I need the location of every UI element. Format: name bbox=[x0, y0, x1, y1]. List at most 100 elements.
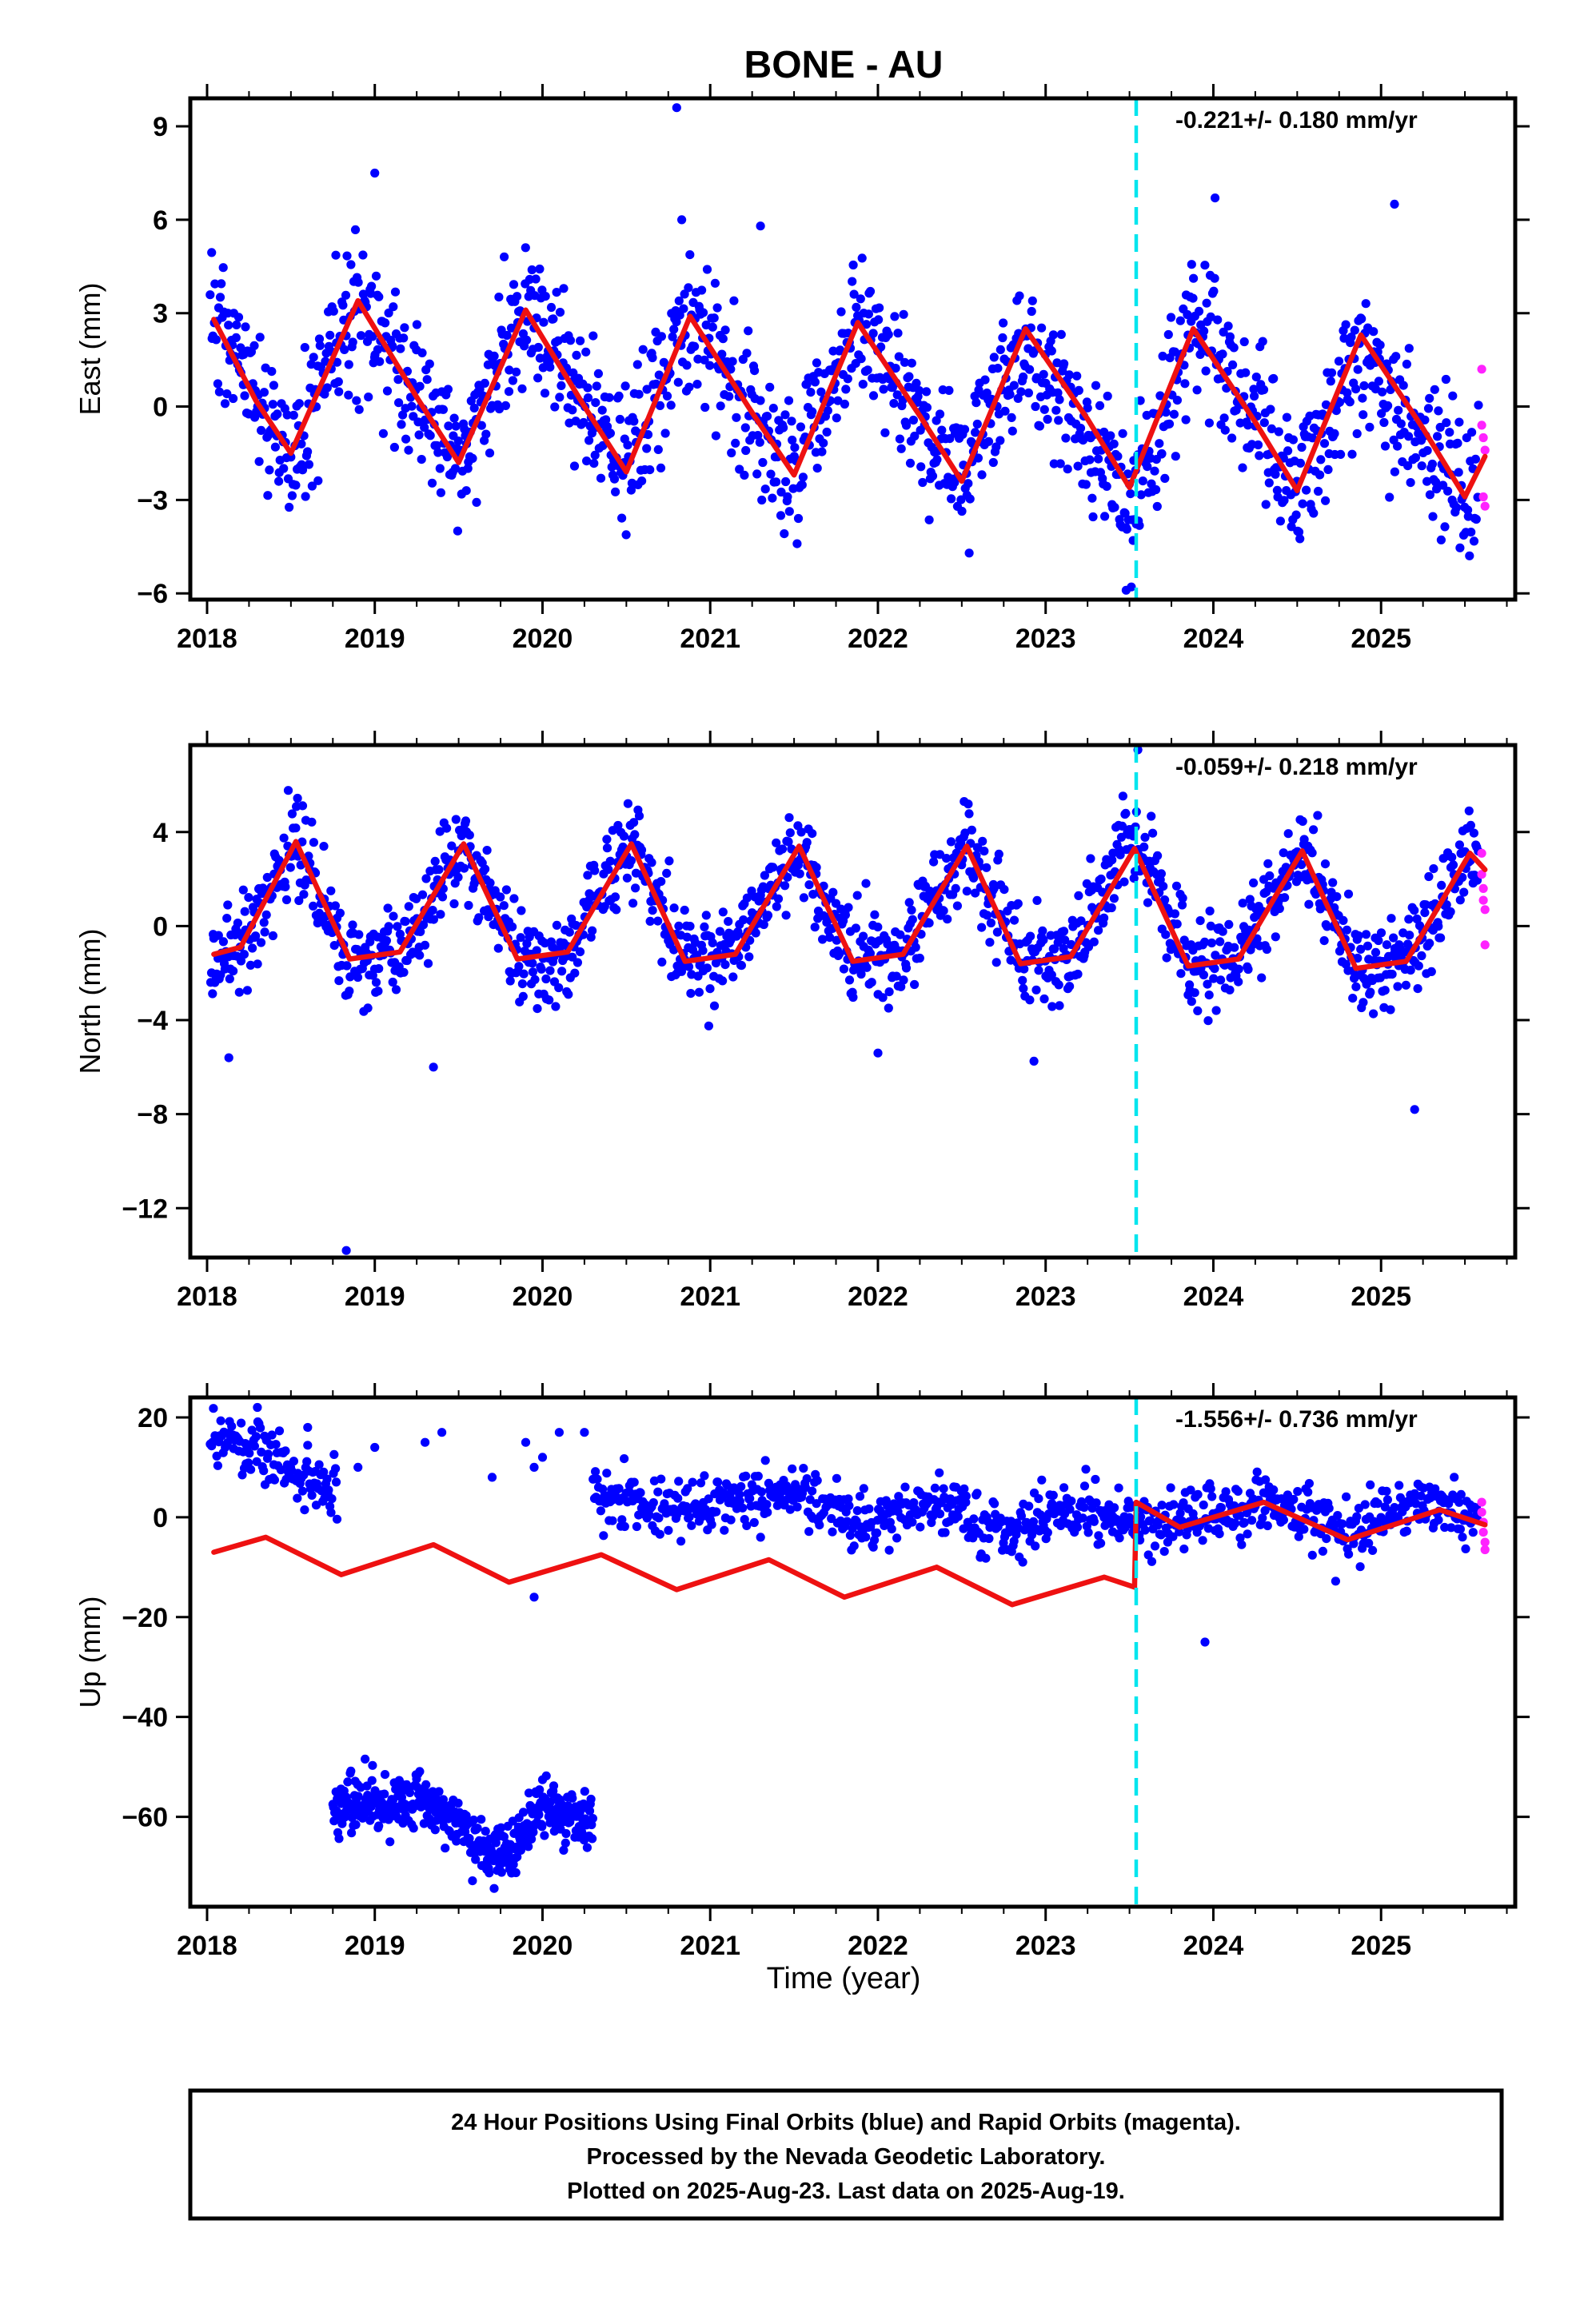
north-final-point bbox=[1426, 967, 1436, 976]
east-final-point bbox=[716, 401, 725, 411]
north-final-point bbox=[274, 855, 284, 865]
up-outlier-point bbox=[421, 1437, 430, 1447]
north-final-point bbox=[373, 987, 383, 996]
east-final-point bbox=[555, 393, 565, 402]
east-final-point bbox=[214, 387, 224, 397]
east-final-point bbox=[442, 452, 453, 462]
up-final-point bbox=[303, 1441, 313, 1450]
up-final-point bbox=[1333, 1511, 1343, 1521]
east-final-point bbox=[884, 329, 893, 339]
east-final-point bbox=[1049, 459, 1059, 468]
east-final-point bbox=[817, 447, 827, 456]
east-final-point bbox=[559, 284, 569, 293]
east-final-point bbox=[673, 377, 683, 387]
up-final-point bbox=[527, 1834, 537, 1844]
north-final-point bbox=[1013, 899, 1023, 908]
east-final-point bbox=[1335, 397, 1344, 407]
north-final-point bbox=[573, 958, 583, 967]
north-final-point bbox=[345, 987, 354, 996]
north-final-point bbox=[619, 831, 629, 841]
north-final-point bbox=[253, 959, 262, 969]
north-final-point bbox=[784, 813, 794, 823]
north-final-point bbox=[430, 856, 440, 866]
north-final-point bbox=[896, 930, 905, 939]
east-final-point bbox=[294, 399, 304, 409]
north-final-point bbox=[552, 920, 562, 930]
up-final-point bbox=[319, 1467, 329, 1477]
east-final-point bbox=[697, 285, 707, 295]
east-final-point bbox=[698, 308, 708, 317]
east-final-point bbox=[259, 388, 269, 397]
east-final-point bbox=[1074, 385, 1083, 395]
north-final-point bbox=[1442, 900, 1451, 910]
north-final-point bbox=[499, 901, 509, 911]
east-final-point bbox=[1199, 326, 1209, 336]
east-final-point bbox=[389, 302, 398, 312]
north-final-point bbox=[294, 895, 304, 906]
north-rapid-point bbox=[1477, 870, 1486, 879]
north-final-point bbox=[686, 989, 696, 999]
east-final-point bbox=[776, 511, 786, 520]
east-final-point bbox=[517, 384, 527, 393]
north-final-point bbox=[1170, 909, 1179, 919]
up-final-point bbox=[1352, 1512, 1362, 1521]
east-final-point bbox=[812, 464, 822, 473]
east-final-point bbox=[1239, 337, 1249, 347]
up-final-point bbox=[343, 1777, 353, 1787]
north-final-point bbox=[1161, 930, 1171, 939]
up-y-tick-label: −20 bbox=[122, 1603, 168, 1633]
east-final-point bbox=[819, 438, 828, 448]
up-final-point bbox=[745, 1493, 755, 1503]
north-final-point bbox=[839, 964, 848, 974]
east-final-point bbox=[852, 302, 861, 312]
east-final-point bbox=[220, 399, 230, 409]
up-final-point bbox=[430, 1825, 440, 1835]
east-final-point bbox=[620, 381, 630, 391]
east-final-point bbox=[1357, 314, 1367, 324]
north-final-point bbox=[943, 915, 952, 924]
up-rate-annotation: -1.556+/- 0.736 mm/yr bbox=[1175, 1406, 1418, 1433]
up-final-point bbox=[1416, 1491, 1426, 1501]
up-final-point bbox=[465, 1839, 475, 1849]
north-final-point bbox=[1206, 921, 1215, 931]
east-final-point bbox=[412, 320, 422, 329]
east-final-point bbox=[1087, 493, 1097, 503]
up-final-point bbox=[453, 1798, 463, 1808]
east-final-point bbox=[712, 303, 722, 313]
up-final-point bbox=[491, 1838, 501, 1848]
east-final-point bbox=[922, 387, 932, 397]
north-final-point bbox=[999, 885, 1009, 895]
east-final-point bbox=[841, 385, 851, 394]
up-final-point bbox=[1446, 1523, 1456, 1533]
up-final-point bbox=[1079, 1503, 1089, 1513]
up-final-point bbox=[1303, 1487, 1313, 1497]
north-final-point bbox=[482, 846, 492, 855]
east-final-point bbox=[1192, 385, 1202, 395]
north-final-point bbox=[570, 968, 580, 978]
east-final-point bbox=[848, 277, 857, 286]
north-final-point bbox=[1332, 892, 1342, 902]
east-final-point bbox=[1454, 417, 1464, 427]
east-final-point bbox=[643, 430, 653, 440]
east-rapid-orbit-points bbox=[1477, 365, 1490, 511]
up-final-point bbox=[247, 1425, 257, 1435]
up-final-point bbox=[608, 1516, 617, 1525]
north-final-point bbox=[1380, 986, 1390, 995]
north-x-tick-label: 2021 bbox=[680, 1282, 740, 1312]
north-final-point bbox=[939, 906, 948, 915]
up-final-point bbox=[1016, 1511, 1026, 1521]
east-final-point bbox=[947, 494, 956, 504]
east-final-point bbox=[1334, 357, 1344, 366]
up-rapid-orbit-points bbox=[1477, 1497, 1490, 1555]
east-final-point bbox=[1302, 485, 1311, 495]
up-final-point bbox=[792, 1502, 802, 1512]
east-final-point bbox=[642, 385, 652, 394]
east-final-point bbox=[313, 476, 323, 485]
east-final-point bbox=[540, 389, 550, 398]
north-final-point bbox=[1153, 851, 1163, 860]
north-panel: 2018 2019 2020 2021 2022 2023 2024 2025 −12 −8 −4 0… bbox=[74, 731, 1530, 1312]
east-final-point bbox=[338, 301, 348, 310]
up-final-point bbox=[1175, 1527, 1184, 1537]
east-final-point bbox=[531, 274, 541, 284]
east-final-point bbox=[1200, 261, 1210, 270]
